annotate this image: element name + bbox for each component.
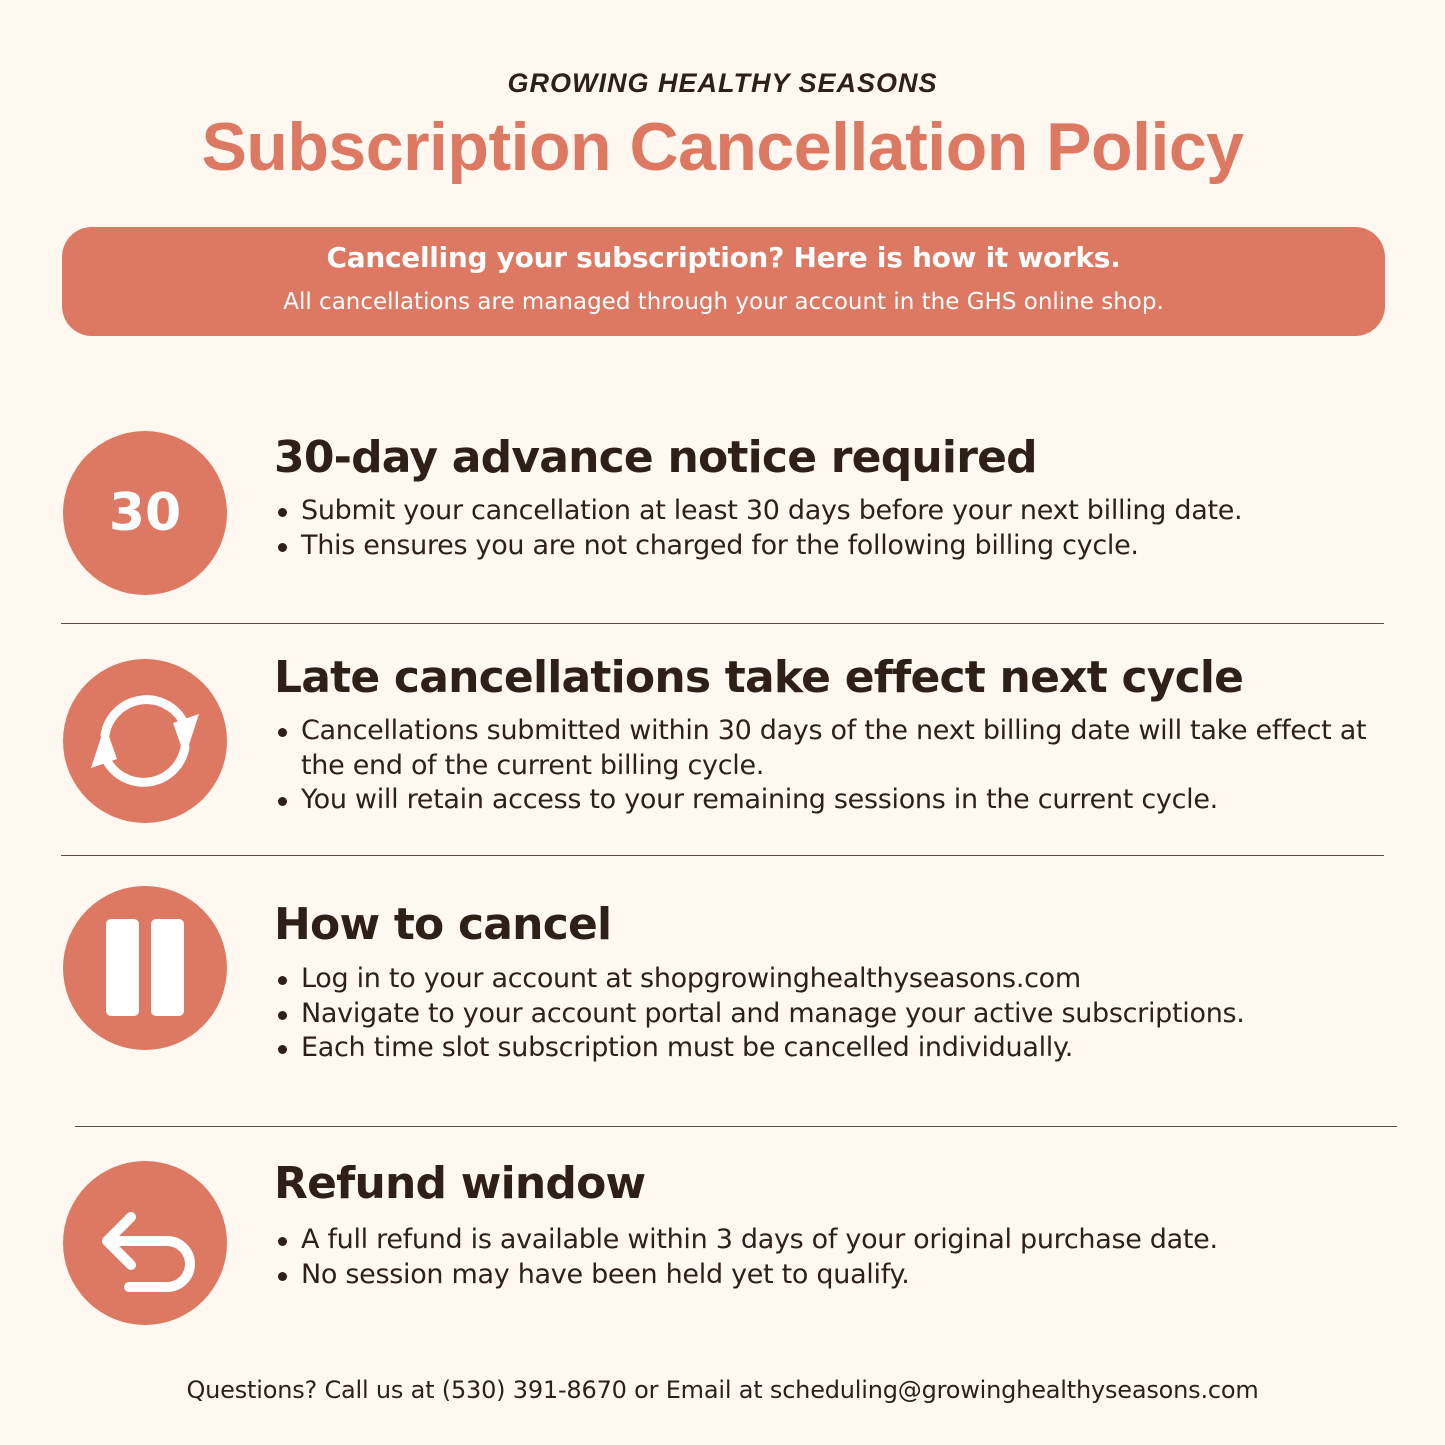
- bullet-item: This ensures you are not charged for the…: [274, 529, 1384, 564]
- bullet-item: You will retain access to your remaining…: [274, 783, 1384, 818]
- bullet-item: Cancellations submitted within 30 days o…: [274, 714, 1384, 783]
- bullet-item: Log in to your account at shopgrowinghea…: [274, 962, 1384, 997]
- banner-heading: Cancelling your subscription? Here is ho…: [326, 241, 1121, 274]
- bullet-list: Log in to your account at shopgrowinghea…: [274, 962, 1384, 1066]
- section-divider: [75, 1126, 1397, 1127]
- bullet-item: Navigate to your account portal and mana…: [274, 997, 1384, 1032]
- section-title: Late cancellations take effect next cycl…: [274, 652, 1244, 703]
- section-divider: [61, 855, 1384, 856]
- bullet-item: A full refund is available within 3 days…: [274, 1223, 1384, 1258]
- pause-glyph: [106, 919, 184, 1016]
- bullet-list: Submit your cancellation at least 30 day…: [274, 494, 1384, 563]
- section-title: Refund window: [274, 1158, 646, 1209]
- banner-subtext: All cancellations are managed through yo…: [283, 289, 1164, 315]
- contact-footer: Questions? Call us at (530) 391-8670 or …: [186, 1376, 1259, 1404]
- undo-return-icon: [63, 1161, 227, 1325]
- refresh-cycle-icon: [63, 659, 227, 823]
- bullet-list: A full refund is available within 3 days…: [274, 1223, 1384, 1292]
- page-title: Subscription Cancellation Policy: [201, 109, 1244, 185]
- section-divider: [61, 623, 1384, 624]
- pause-icon: [63, 886, 227, 1050]
- undo-return-glyph: [102, 1212, 195, 1292]
- bullet-item: Submit your cancellation at least 30 day…: [274, 494, 1384, 529]
- bullet-item: Each time slot subscription must be canc…: [274, 1031, 1384, 1066]
- refresh-cycle-glyph: [91, 695, 199, 787]
- badge-number: 30: [108, 483, 182, 543]
- section-title: 30-day advance notice required: [274, 432, 1038, 483]
- number-30-badge-icon: 30: [63, 431, 227, 595]
- info-banner: Cancelling your subscription? Here is ho…: [62, 227, 1385, 336]
- brand-name: GROWING HEALTHY SEASONS: [507, 68, 938, 98]
- section-title: How to cancel: [274, 899, 612, 950]
- bullet-list: Cancellations submitted within 30 days o…: [274, 714, 1384, 818]
- bullet-item: No session may have been held yet to qua…: [274, 1258, 1384, 1293]
